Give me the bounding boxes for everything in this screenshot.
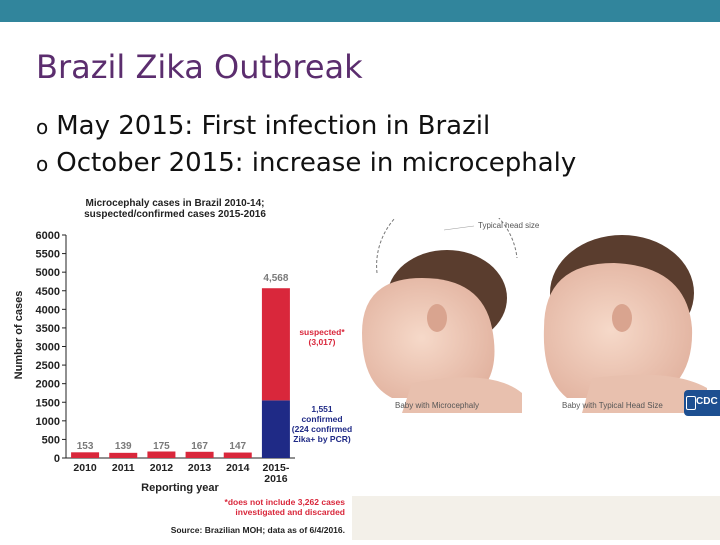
y-tick-label: 2500 (36, 360, 60, 372)
bar-segment (223, 452, 252, 458)
confirmed-pcr-line-1: (224 confirmed (292, 424, 352, 434)
microcephaly-chart: Microcephaly cases in Brazil 2010-14; su… (0, 192, 360, 540)
bottom-strip (352, 496, 720, 540)
infant-illustration (352, 194, 720, 418)
hhs-mark-icon (686, 396, 696, 410)
leader-line (443, 225, 475, 231)
bullet-text: May 2015: First infection in Brazil (56, 111, 491, 141)
y-tick-label: 4500 (36, 286, 60, 298)
y-tick-label: 1000 (36, 416, 60, 428)
x-tick-label: 2013 (188, 462, 212, 474)
bullet-text: October 2015: increase in microcephaly (56, 148, 577, 178)
body-shape (582, 374, 707, 413)
x-tick-label: 2011 (112, 462, 135, 474)
bar-segment (185, 451, 214, 458)
bar-value-label: 4,568 (263, 273, 288, 284)
confirmed-pcr-line-2: Zika+ by PCR) (293, 434, 351, 444)
source-note: Source: Brazilian MOH; data as of 6/4/20… (171, 525, 345, 535)
chart-title-line-2: suspected/confirmed cases 2015-2016 (84, 209, 266, 220)
microcephaly-infant-image (362, 194, 522, 413)
x-tick-label: 2010 (73, 462, 97, 474)
cdc-logo: CDC (684, 390, 720, 416)
infant-illustration-svg (362, 194, 707, 413)
bullet-item: o October 2015: increase in microcephaly (36, 145, 576, 182)
typical-infant-image (543, 235, 707, 413)
face-shape (362, 278, 495, 398)
y-tick-label: 3500 (36, 323, 60, 335)
y-tick-label: 500 (42, 434, 60, 446)
slide-title: Brazil Zika Outbreak (36, 48, 363, 86)
x-tick-label: 2016 (264, 473, 288, 485)
x-tick-label: 2012 (150, 462, 174, 474)
bullet-item: o May 2015: First infection in Brazil (36, 108, 576, 145)
y-tick-label: 3000 (36, 342, 60, 354)
bullet-mark: o (36, 115, 49, 139)
y-tick-label: 2000 (36, 379, 60, 391)
bar-value-label: 167 (191, 441, 208, 452)
suspected-count: (3,017) (309, 337, 336, 347)
ear-shape (427, 304, 447, 332)
y-tick-label: 5000 (36, 267, 60, 279)
typical-head-size-label: Typical head size (478, 221, 540, 230)
bar-segment (109, 452, 138, 458)
bar-segment (71, 452, 100, 458)
top-accent-bar (0, 0, 720, 22)
footnote-line-2: investigated and discarded (235, 507, 345, 517)
x-axis-label: Reporting year (141, 482, 219, 494)
confirmed-label: confirmed (301, 414, 342, 424)
ear-shape (612, 304, 632, 332)
body-shape (402, 377, 522, 413)
bar-segment (147, 451, 176, 458)
bar-value-label: 147 (229, 441, 246, 452)
confirmed-count: 1,551 (311, 404, 333, 414)
bullet-mark: o (36, 152, 49, 176)
bar-value-label: 175 (153, 441, 170, 452)
y-tick-label: 5500 (36, 249, 60, 261)
y-tick-label: 1500 (36, 397, 60, 409)
microcephaly-caption: Baby with Microcephaly (395, 401, 480, 410)
bullet-list: o May 2015: First infection in Brazil o Oc… (36, 108, 576, 182)
cdc-logo-text: CDC (696, 396, 718, 407)
bar-segment (261, 400, 290, 458)
suspected-label: suspected* (299, 327, 345, 337)
chart-svg: Microcephaly cases in Brazil 2010-14; su… (13, 198, 352, 535)
chart-title-line-1: Microcephaly cases in Brazil 2010-14; (86, 198, 265, 209)
y-tick-label: 0 (54, 453, 60, 465)
bar-segment (261, 288, 290, 401)
y-tick-label: 6000 (36, 230, 60, 242)
x-tick-label: 2014 (226, 462, 250, 474)
bar-value-label: 153 (77, 441, 94, 452)
bar-value-label: 139 (115, 441, 132, 452)
y-tick-label: 4000 (36, 304, 60, 316)
y-axis-label: Number of cases (13, 291, 25, 380)
typical-caption: Baby with Typical Head Size (562, 401, 663, 410)
x-tick-label: 2015- (262, 462, 289, 474)
footnote-line-1: *does not include 3,262 cases (225, 497, 346, 507)
